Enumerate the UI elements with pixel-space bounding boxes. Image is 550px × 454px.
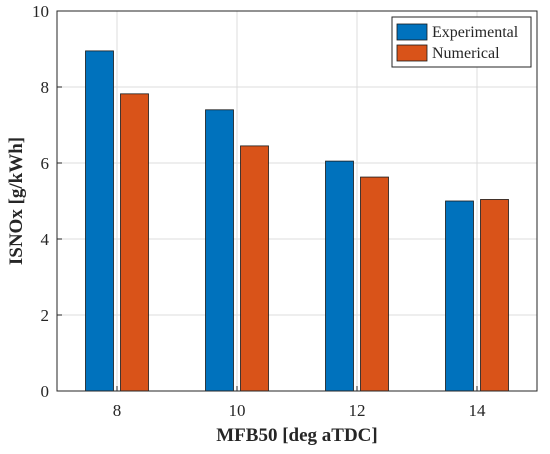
y-tick-label: 2 xyxy=(41,306,50,325)
y-axis-title: ISNOx [g/kWh] xyxy=(6,137,27,265)
x-ticks: 8 10 12 14 xyxy=(113,386,486,420)
plot-frame xyxy=(56,10,538,392)
legend: Experimental Numerical xyxy=(391,16,532,68)
legend-swatch-numerical xyxy=(396,44,428,62)
bar-numerical-14 xyxy=(480,199,509,392)
x-axis-title: MFB50 [deg aTDC] xyxy=(216,425,377,446)
y-tick-label: 4 xyxy=(41,230,50,249)
x-tick-label: 10 xyxy=(229,401,246,420)
bar-experimental-8 xyxy=(85,50,114,392)
bar-numerical-12 xyxy=(360,176,389,392)
x-tick-label: 12 xyxy=(349,401,366,420)
x-tick-label: 14 xyxy=(469,401,487,420)
bar-experimental-10 xyxy=(205,109,234,392)
y-tick-label: 6 xyxy=(41,154,50,173)
bar-numerical-10 xyxy=(240,145,269,392)
legend-swatch-experimental xyxy=(396,23,428,41)
bars xyxy=(85,50,509,392)
y-tick-label: 0 xyxy=(41,382,50,401)
y-tick-label: 10 xyxy=(32,2,49,21)
bar-experimental-14 xyxy=(445,200,474,392)
y-tick-label: 8 xyxy=(41,78,50,97)
x-tick-label: 8 xyxy=(113,401,122,420)
bar-numerical-8 xyxy=(120,93,149,392)
bar-experimental-12 xyxy=(325,160,354,392)
legend-label-numerical: Numerical xyxy=(432,45,500,62)
legend-label-experimental: Experimental xyxy=(432,24,519,41)
y-ticks: 0 2 4 6 8 10 xyxy=(32,2,62,401)
